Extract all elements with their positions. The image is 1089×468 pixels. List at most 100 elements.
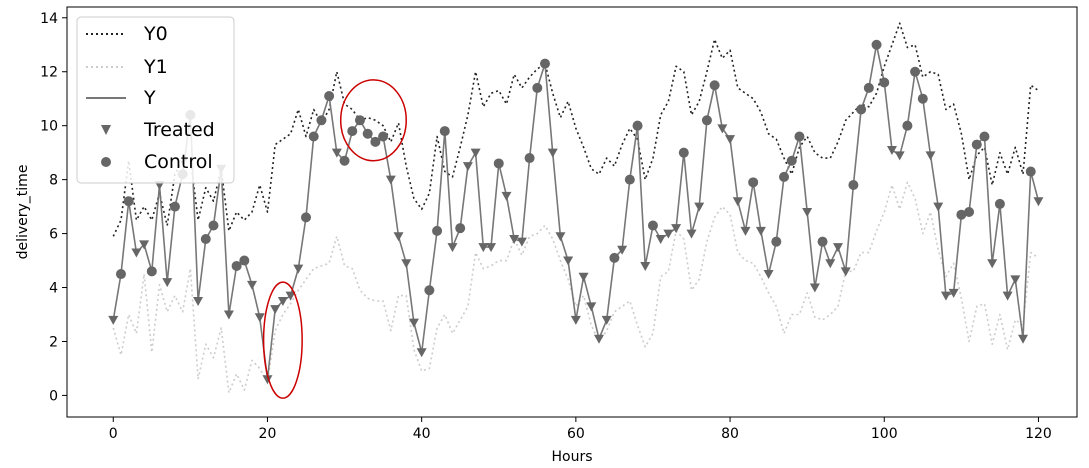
control-point <box>424 285 435 296</box>
control-point <box>378 131 389 142</box>
treated-point <box>408 318 419 328</box>
control-point <box>879 77 890 88</box>
control-point <box>748 177 759 188</box>
control-point <box>362 128 373 139</box>
treated-point <box>270 305 281 315</box>
treated-point <box>802 208 813 217</box>
treated-point <box>501 191 512 201</box>
treated-point <box>108 315 119 325</box>
y-tick-label: 12 <box>40 65 58 81</box>
control-point <box>863 82 874 93</box>
annotation-ellipse <box>339 79 407 162</box>
control-point <box>994 198 1005 209</box>
treated-point <box>948 288 959 298</box>
treated-point <box>385 175 396 185</box>
control-point <box>848 180 859 191</box>
treated-point <box>570 315 581 325</box>
control-point <box>239 255 250 266</box>
treated-point <box>162 278 173 288</box>
y-tick-label: 10 <box>40 119 58 135</box>
x-tick-label: 80 <box>721 426 739 442</box>
control-point <box>370 136 381 147</box>
treated-point <box>1010 275 1021 285</box>
control-point <box>146 266 157 277</box>
control-point <box>701 115 712 126</box>
series-line-y0 <box>112 22 1039 237</box>
treated-point <box>825 259 836 269</box>
treated-point <box>586 302 597 312</box>
y-tick-label: 6 <box>49 227 58 243</box>
control-point <box>493 158 504 169</box>
treated-point <box>1002 291 1013 301</box>
treated-point <box>139 240 150 250</box>
control-point <box>115 269 126 280</box>
control-point <box>231 260 242 271</box>
annotations <box>262 79 407 399</box>
x-tick-label: 40 <box>413 426 431 442</box>
control-point <box>956 209 967 220</box>
control-point <box>709 80 720 91</box>
legend-y-label: Y <box>143 87 156 109</box>
y-tick-label: 14 <box>40 11 58 27</box>
treated-point <box>293 264 304 274</box>
annotation-ellipse <box>262 281 303 399</box>
treated-point <box>563 256 574 266</box>
control-point <box>169 201 180 212</box>
control-point <box>339 155 350 166</box>
control-point <box>324 91 335 102</box>
legend-control-label: Control <box>144 151 213 173</box>
treated-point <box>840 267 851 277</box>
control-point <box>856 104 867 115</box>
y-axis-label: delivery_time <box>15 165 31 260</box>
control-point <box>1025 166 1036 177</box>
y-tick-label: 8 <box>49 173 58 189</box>
y-axis-ticks: 0 2 4 6 8 10 12 14 <box>40 11 67 404</box>
control-point <box>123 196 134 207</box>
y-tick-label: 2 <box>49 334 58 350</box>
control-point <box>208 220 219 231</box>
control-point <box>786 155 797 166</box>
control-point <box>354 115 365 126</box>
control-point <box>540 58 551 69</box>
treated-point <box>725 135 736 145</box>
treated-point <box>809 283 820 293</box>
treated-point <box>832 243 843 253</box>
control-point <box>455 223 466 234</box>
treated-point <box>694 202 705 212</box>
treated-point <box>886 145 897 155</box>
treated-point <box>1018 334 1029 344</box>
x-axis-ticks: 0 20 40 60 80 100 120 <box>109 417 1052 442</box>
treated-point <box>578 272 589 282</box>
control-point <box>308 131 319 142</box>
legend-box <box>76 16 235 184</box>
treated-point <box>254 313 265 323</box>
treated-point <box>655 234 666 244</box>
control-point <box>964 207 975 217</box>
y-tick-label: 0 <box>49 388 58 404</box>
control-point <box>910 66 921 77</box>
treated-point <box>509 234 520 244</box>
legend-y0-label: Y0 <box>143 23 168 45</box>
treated-point <box>601 315 612 325</box>
legend: Y0 Y1 Y Treated Control <box>76 16 235 184</box>
y-tick-label: 4 <box>49 281 58 297</box>
control-point <box>771 236 782 247</box>
treated-point <box>447 243 458 253</box>
treated-point <box>277 297 288 307</box>
treated-point <box>663 229 674 239</box>
control-point <box>432 225 443 236</box>
x-tick-label: 120 <box>1025 426 1052 442</box>
treated-point <box>285 291 296 301</box>
treated-point <box>1033 197 1044 207</box>
treated-point <box>462 162 473 172</box>
x-tick-label: 20 <box>259 426 277 442</box>
x-tick-label: 60 <box>567 426 585 442</box>
treated-point <box>331 148 342 158</box>
treated-point <box>617 245 628 255</box>
control-point <box>624 174 635 185</box>
treated-point <box>740 226 751 236</box>
treated-point <box>987 259 998 269</box>
legend-treated-label: Treated <box>143 119 215 141</box>
control-point <box>647 220 658 231</box>
